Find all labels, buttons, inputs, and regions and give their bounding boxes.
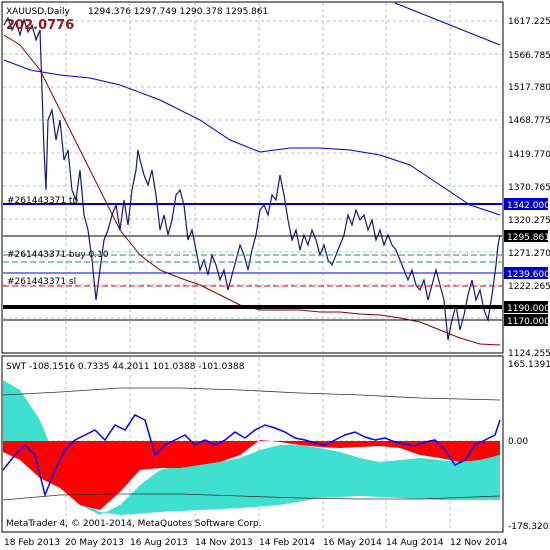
order-levels[interactable] bbox=[3, 203, 502, 321]
order-buy-label[interactable]: #261443371 buy 0.10 bbox=[7, 250, 109, 260]
envelope-lower-line bbox=[2, 493, 501, 501]
price-tag-current: 1295.861 bbox=[504, 230, 550, 243]
price-tag-text: 1190.000 bbox=[507, 304, 550, 314]
price-tag-tp: 1342.000 bbox=[504, 198, 550, 211]
time-axis-label: 14 Nov 2013 bbox=[195, 538, 253, 548]
price-tag-bg bbox=[504, 230, 548, 242]
price-axis-label: 1517.780 bbox=[508, 83, 550, 93]
price-axis-label: 1419.770 bbox=[508, 150, 550, 160]
ma-slow-line bbox=[3, 59, 501, 216]
price-axis-label: 1370.765 bbox=[508, 183, 550, 193]
indicator-red-area bbox=[3, 440, 500, 510]
time-axis-label: 18 Feb 2013 bbox=[4, 538, 60, 548]
price-axis[interactable]: 1617.225 1566.785 1517.780 1468.775 1419… bbox=[508, 17, 550, 359]
countdown-timer: 202.0776 bbox=[6, 18, 74, 33]
indicator-cyan-area bbox=[3, 380, 500, 515]
envelope-upper-line bbox=[2, 387, 501, 401]
price-axis-label: 1271.270 bbox=[508, 249, 550, 259]
indicator-plot bbox=[2, 380, 501, 515]
price-tag-bg bbox=[504, 198, 548, 210]
price-tag-bg bbox=[504, 267, 548, 279]
indicator-header: SWT -108.1516 0.7335 44.2011 101.0388 -1… bbox=[6, 362, 245, 372]
price-tag-text: 1295.861 bbox=[507, 233, 550, 243]
price-axis-label: 1222.265 bbox=[508, 282, 550, 292]
indicator-axis-label: 165.1391 bbox=[508, 360, 550, 370]
price-axis-label: 1566.785 bbox=[508, 51, 550, 61]
price-axis-label: 1320.275 bbox=[508, 216, 550, 226]
order-sl-label[interactable]: #261443371 sl bbox=[7, 277, 76, 287]
indicator-axis[interactable]: 165.1391 0.00 -178.3203 bbox=[508, 360, 550, 532]
oscillator-line bbox=[2, 414, 501, 498]
price-tag-bg bbox=[504, 314, 548, 326]
price-tag-text: 1239.600 bbox=[507, 270, 550, 280]
time-axis-label: 16 May 2014 bbox=[323, 538, 382, 548]
price-tag-bg bbox=[504, 301, 548, 313]
trend-line bbox=[394, 2, 501, 46]
main-chart-panel[interactable] bbox=[1, 1, 504, 354]
time-axis-label: 14 Aug 2014 bbox=[386, 538, 444, 548]
price-tag-text: 1342.000 bbox=[507, 201, 550, 211]
time-axis-label: 14 Feb 2014 bbox=[259, 538, 315, 548]
order-tp-label[interactable]: #261443371 tp bbox=[7, 196, 78, 206]
price-tag-level-1190: 1190.000 bbox=[504, 301, 550, 314]
price-tag-level-1170: 1170.000 bbox=[504, 314, 550, 327]
indicator-axis-label: 0.00 bbox=[508, 437, 528, 447]
price-tag-buy: 1239.600 bbox=[504, 267, 550, 280]
time-axis-label: 16 Aug 2013 bbox=[130, 538, 188, 548]
time-axis[interactable]: 18 Feb 2013 20 May 2013 16 Aug 2013 14 N… bbox=[4, 538, 508, 548]
price-axis-label: 1617.225 bbox=[508, 17, 550, 27]
price-tag-text: 1170.000 bbox=[507, 317, 550, 327]
price-axis-label: 1124.255 bbox=[508, 349, 550, 359]
ohlc-label: 1294.376 1297.749 1290.378 1295.861 bbox=[88, 7, 268, 17]
symbol-label: XAUUSD,Daily bbox=[6, 7, 70, 17]
price-line bbox=[3, 16, 501, 341]
time-axis-label: 12 Nov 2014 bbox=[450, 538, 508, 548]
time-axis-label: 20 May 2013 bbox=[65, 538, 124, 548]
price-axis-label: 1468.775 bbox=[508, 116, 550, 126]
indicator-axis-label: -178.3203 bbox=[508, 522, 550, 532]
watermark: MetaTrader 4, © 2001-2014, MetaQuotes So… bbox=[6, 519, 262, 529]
